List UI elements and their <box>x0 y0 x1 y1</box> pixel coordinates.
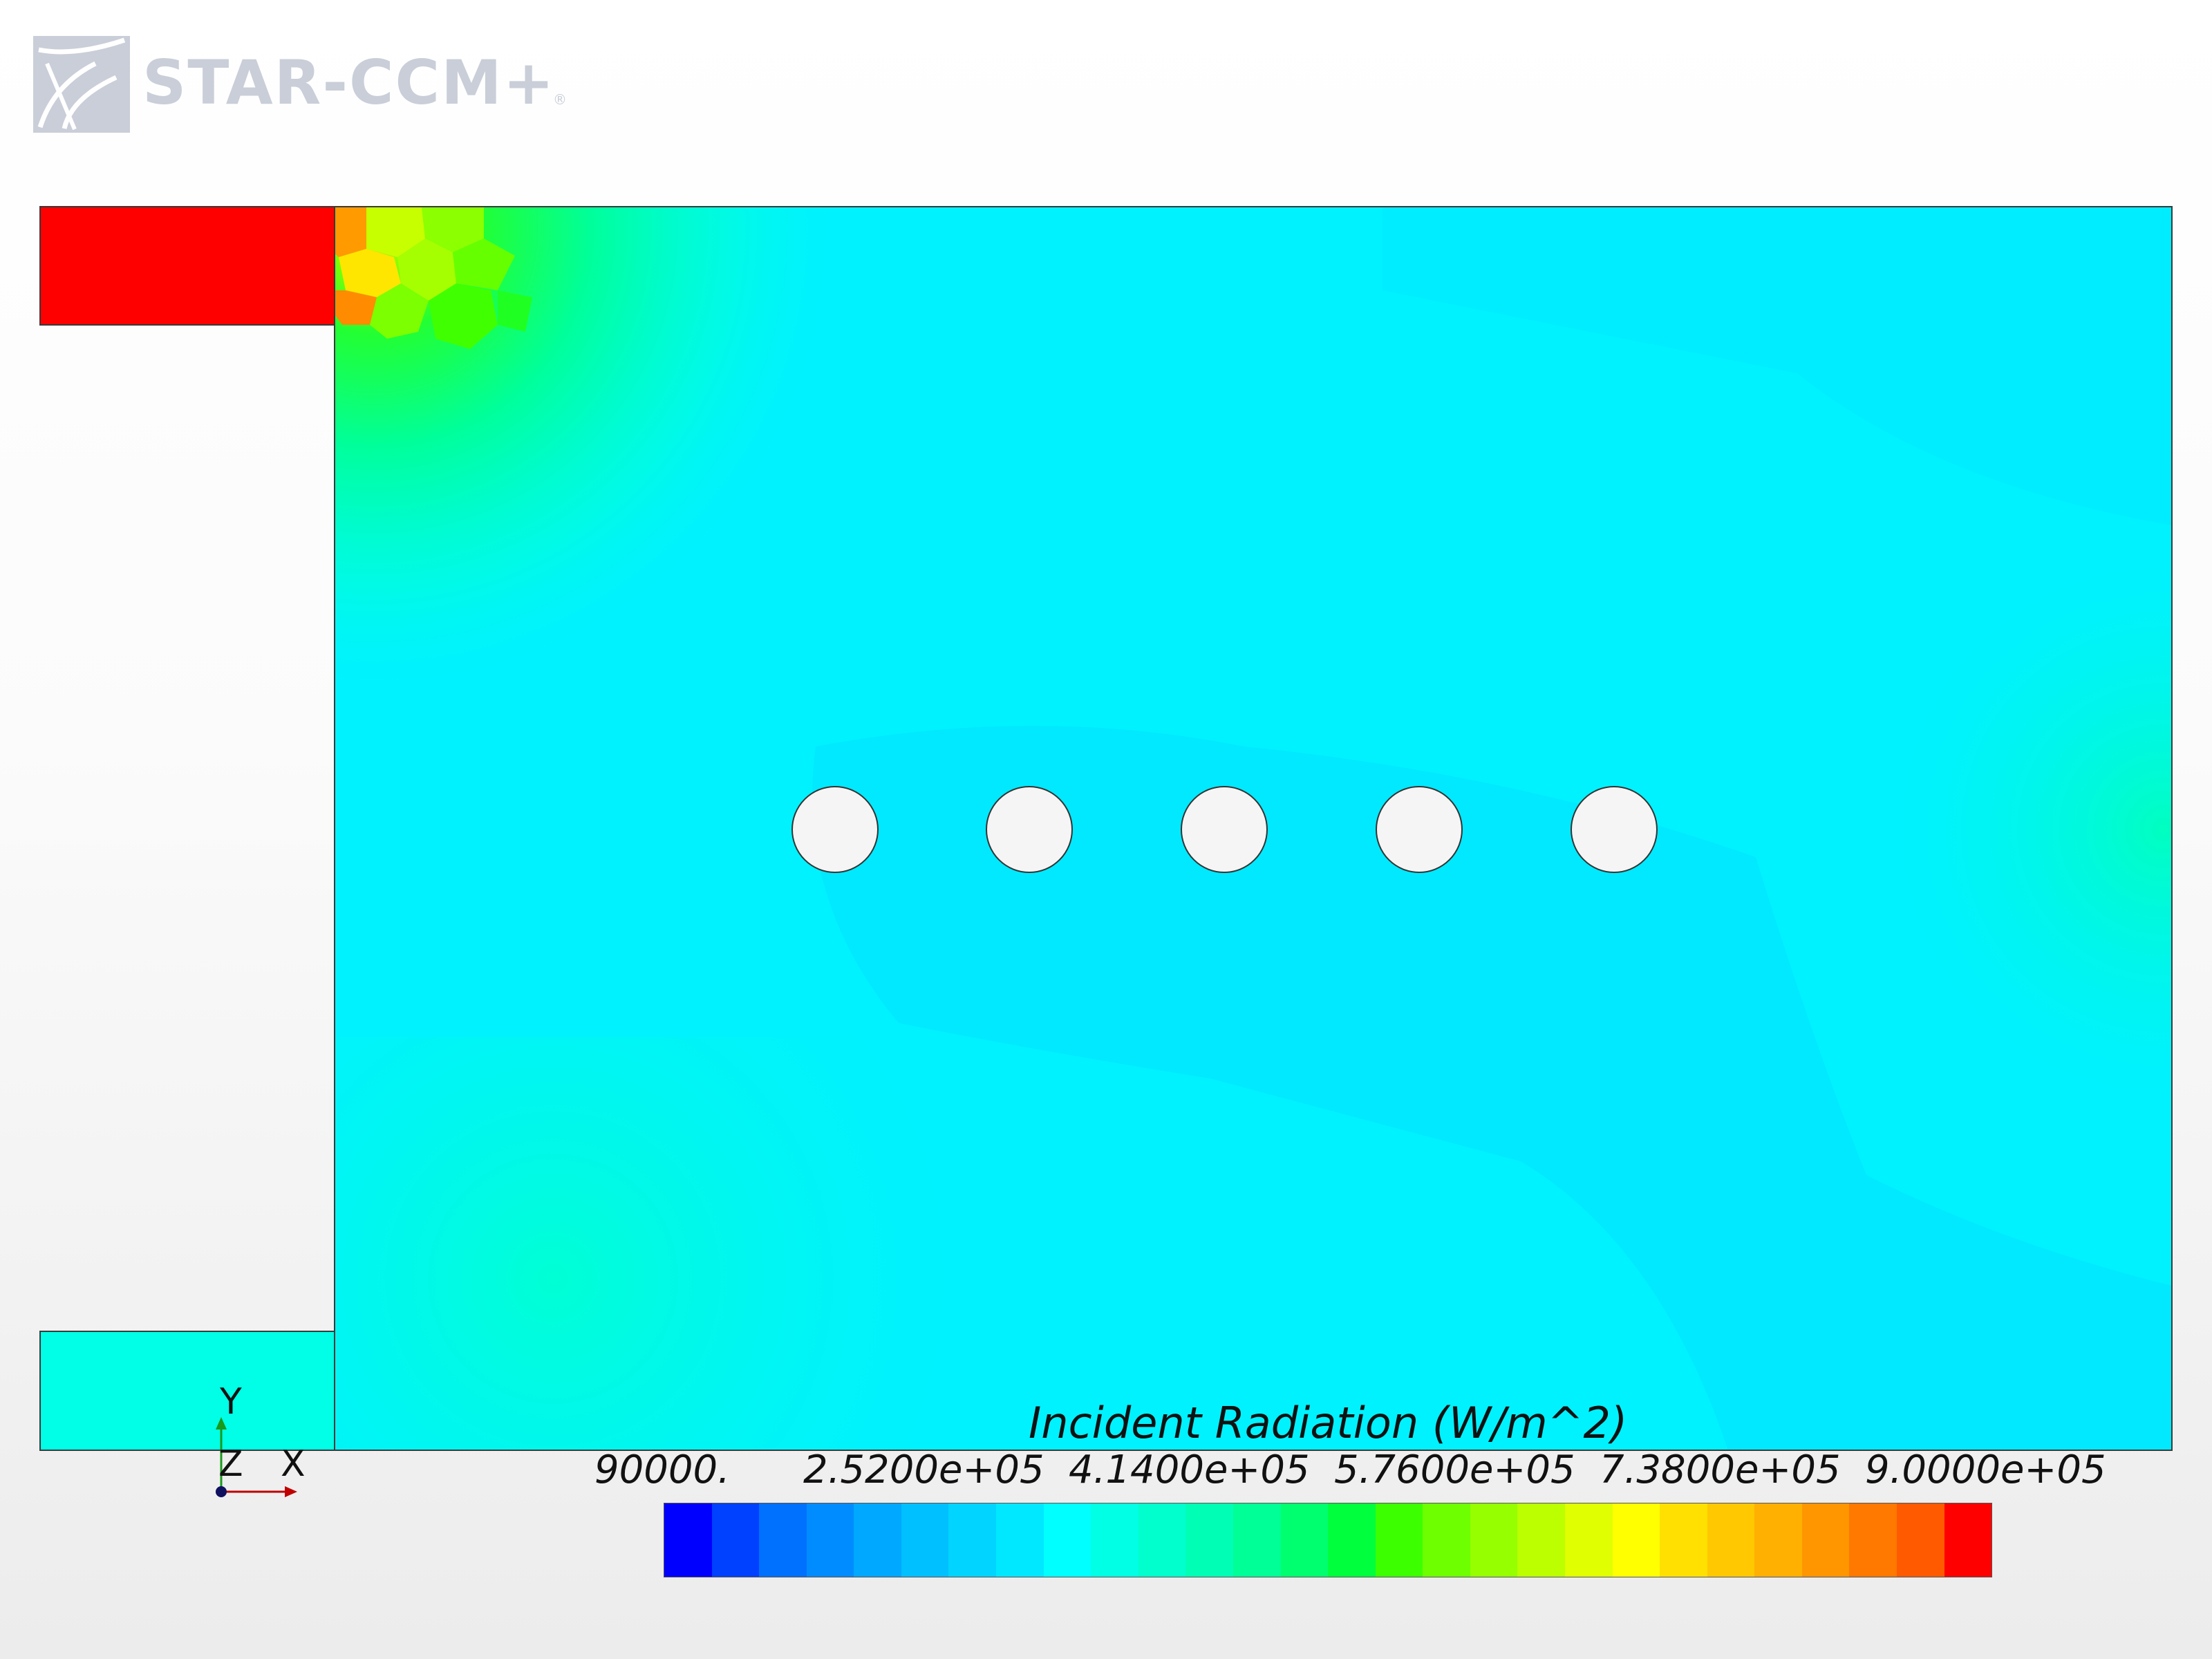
color-scale-segment <box>806 1503 854 1577</box>
legend-tick-4: 7.3800e+05 <box>1600 1447 1841 1492</box>
axis-triad <box>216 1417 297 1497</box>
color-scale-segment <box>1091 1503 1138 1577</box>
legend-tick-0: 90000. <box>594 1447 730 1492</box>
hot-cell-9 <box>453 238 515 290</box>
color-scale-segment <box>664 1503 712 1577</box>
hot-cell-4 <box>422 207 484 252</box>
legend-tick-2: 4.1400e+05 <box>1069 1447 1310 1492</box>
color-scale-segment <box>948 1503 997 1577</box>
color-scale-segment <box>1707 1503 1755 1577</box>
cylinder-2 <box>986 786 1073 873</box>
color-scale-segment <box>1660 1503 1707 1577</box>
hot-cell-6 <box>335 290 377 325</box>
color-scale-segment <box>1375 1503 1423 1577</box>
axis-label-x: X <box>281 1443 306 1485</box>
color-scale-segment <box>1423 1503 1470 1577</box>
upper-right-low-zone <box>1382 207 2172 525</box>
legend-tick-1: 2.5200e+05 <box>803 1447 1044 1492</box>
color-scale-segment <box>901 1503 949 1577</box>
hot-cell-8 <box>429 283 498 349</box>
hot-cell-5 <box>397 238 456 301</box>
legend-tick-3: 5.7600e+05 <box>1334 1447 1575 1492</box>
color-scale-segment <box>1517 1503 1565 1577</box>
axis-label-z: Z <box>218 1443 243 1485</box>
low-radiation-zone <box>812 726 2172 1450</box>
hot-cell-3 <box>366 207 425 257</box>
color-scale-segment <box>1612 1503 1660 1577</box>
color-scale-bar <box>664 1503 1992 1577</box>
color-scale-segment <box>1897 1503 1944 1577</box>
hot-cell-10 <box>498 290 532 332</box>
cylinder-4 <box>1376 786 1463 873</box>
logo-registered-mark: ® <box>553 91 567 108</box>
color-scale-segment <box>1138 1503 1186 1577</box>
color-scale-segment <box>1232 1503 1281 1577</box>
color-scale-segment <box>1470 1503 1518 1577</box>
color-scale-segment <box>1564 1503 1613 1577</box>
logo-text: STAR-CCM+ <box>142 47 556 118</box>
inlet-region <box>39 206 335 326</box>
right-wall-glow <box>1797 553 2172 1106</box>
legend-title: Incident Radiation (W/m^2) <box>1029 1398 1628 1448</box>
cylinder-5 <box>1571 786 1658 873</box>
color-scale-segment <box>1280 1503 1329 1577</box>
cylinder-1 <box>791 786 879 873</box>
star-ccm-logo: STAR-CCM+ ® <box>33 36 567 133</box>
hot-cell-2 <box>339 249 401 297</box>
color-scale-segment <box>1185 1503 1233 1577</box>
star-ccm-logo-mark-icon <box>33 36 130 133</box>
color-scale-segment <box>996 1503 1044 1577</box>
color-scale-segment <box>1849 1503 1897 1577</box>
color-scale-segment <box>711 1503 760 1577</box>
color-scale-segment <box>1801 1503 1850 1577</box>
color-scale-segment <box>1754 1503 1802 1577</box>
outlet-region <box>39 1331 335 1451</box>
hot-cell-7 <box>370 283 429 339</box>
color-scale-segment <box>759 1503 807 1577</box>
color-scale-segment <box>1043 1503 1091 1577</box>
color-scale-segment <box>1328 1503 1376 1577</box>
legend-tick-5: 9.0000e+05 <box>1865 1447 2106 1492</box>
color-scale-segment <box>854 1503 901 1577</box>
axis-label-y: Y <box>220 1381 242 1423</box>
color-scale-segment <box>1944 1503 1992 1577</box>
cylinder-3 <box>1181 786 1268 873</box>
